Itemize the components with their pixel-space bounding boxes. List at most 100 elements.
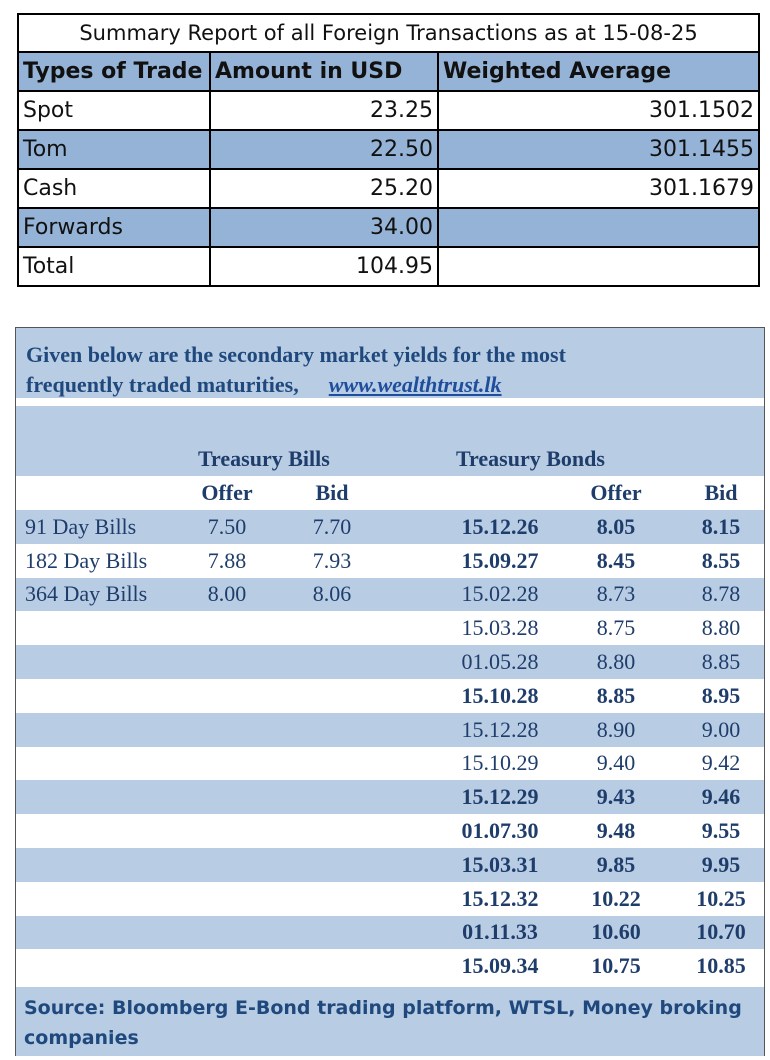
bond-offer: 8.90 xyxy=(596,716,636,742)
fx-summary-table: Summary Report of all Foreign Transactio… xyxy=(16,13,761,287)
bond-maturity: 15.12.32 xyxy=(461,885,539,911)
bond-offer: 9.85 xyxy=(596,851,636,877)
treasury-bonds-title: Treasury Bonds xyxy=(456,446,605,471)
wealthtrust-link[interactable]: www.wealthtrust.lk xyxy=(328,372,502,397)
fx-header-amount: Amount in USD xyxy=(209,51,439,92)
bill-offer: 8.00 xyxy=(207,581,247,607)
amount-usd: 23.25 xyxy=(209,90,439,131)
trade-type: Cash xyxy=(17,168,211,209)
bond-offer: 8.85 xyxy=(596,682,636,708)
bond-maturity: 15.03.31 xyxy=(461,851,539,877)
bond-offer: 10.75 xyxy=(591,953,641,979)
section-title-row: Treasury Bills Treasury Bonds xyxy=(16,442,764,476)
table-row: Tom 22.50 301.1455 xyxy=(17,129,761,170)
column-header-row: Offer Bid Offer Bid xyxy=(16,476,764,510)
bill-bid: 7.70 xyxy=(312,513,352,539)
bond-bid: 10.70 xyxy=(696,919,746,945)
table-row: 01.05.28 8.80 8.85 xyxy=(16,645,764,679)
bond-maturity: 15.02.28 xyxy=(461,581,539,607)
amount-usd: 22.50 xyxy=(209,129,439,170)
amount-usd: 104.95 xyxy=(209,246,439,287)
table-row: 15.10.29 9.40 9.42 xyxy=(16,747,764,781)
bond-bid: 8.15 xyxy=(701,513,741,539)
table-row: 01.07.30 9.48 9.55 xyxy=(16,814,764,848)
fx-header-weighted-avg: Weighted Average xyxy=(436,51,761,92)
bills-offer-header: Offer xyxy=(201,480,253,505)
bond-maturity: 01.05.28 xyxy=(461,649,539,675)
bond-offer: 8.45 xyxy=(596,547,636,573)
bill-offer: 7.88 xyxy=(207,547,247,573)
bond-bid: 10.85 xyxy=(696,953,746,979)
bond-bid: 9.46 xyxy=(701,784,741,810)
bill-label: 182 Day Bills xyxy=(25,547,148,573)
bond-offer: 8.73 xyxy=(596,581,636,607)
bond-offer: 9.40 xyxy=(596,750,636,776)
bond-bid: 8.80 xyxy=(701,615,741,641)
bills-bid-header: Bid xyxy=(315,480,349,505)
weighted-average: 301.1679 xyxy=(436,168,761,209)
trade-type: Spot xyxy=(17,90,211,131)
table-row: Spot 23.25 301.1502 xyxy=(17,90,761,131)
table-row: 15.10.28 8.85 8.95 xyxy=(16,679,764,713)
trade-type: Total xyxy=(17,246,211,287)
amount-usd: 34.00 xyxy=(209,207,439,248)
weighted-average: 301.1502 xyxy=(436,90,761,131)
bond-offer: 9.43 xyxy=(596,784,636,810)
bond-maturity: 15.12.26 xyxy=(461,513,539,539)
table-row: 15.12.29 9.43 9.46 xyxy=(16,780,764,815)
fx-header-row: Types of Trade Amount in USD Weighted Av… xyxy=(17,51,761,92)
bond-bid: 8.85 xyxy=(701,649,741,675)
table-row: 15.12.28 8.90 9.00 xyxy=(16,712,764,747)
bond-maturity: 15.12.29 xyxy=(461,784,539,810)
table-row: 364 Day Bills 8.00 8.06 15.02.28 8.73 8.78 xyxy=(16,577,764,612)
bond-maturity: 01.11.33 xyxy=(462,919,538,945)
bonds-offer-header: Offer xyxy=(590,480,642,505)
bond-bid: 9.42 xyxy=(701,750,741,776)
bond-maturity: 15.10.29 xyxy=(461,750,539,776)
bill-label: 91 Day Bills xyxy=(25,513,137,539)
bond-maturity: 15.09.27 xyxy=(461,547,539,573)
trade-type: Forwards xyxy=(17,207,211,248)
weighted-average: 301.1455 xyxy=(436,129,761,170)
bonds-bid-header: Bid xyxy=(704,480,738,505)
trade-type: Tom xyxy=(17,129,211,170)
weighted-average xyxy=(436,246,761,287)
amount-usd: 25.20 xyxy=(209,168,439,209)
yields-panel: Given below are the secondary market yie… xyxy=(15,327,765,1056)
bill-bid: 8.06 xyxy=(312,581,352,607)
bond-maturity: 15.03.28 xyxy=(461,615,539,641)
bill-offer: 7.50 xyxy=(207,513,247,539)
bond-maturity: 01.07.30 xyxy=(461,818,539,844)
bond-maturity: 15.12.28 xyxy=(461,716,539,742)
bond-bid: 9.95 xyxy=(701,851,741,877)
bill-label: 364 Day Bills xyxy=(25,581,148,607)
table-row: Cash 25.20 301.1679 xyxy=(17,168,761,209)
blank-band xyxy=(16,406,764,442)
table-row: 01.11.33 10.60 10.70 xyxy=(16,915,764,950)
table-row: Forwards 34.00 xyxy=(17,207,761,248)
table-row: 15.12.32 10.22 10.25 xyxy=(16,882,764,916)
bond-offer: 8.80 xyxy=(596,649,636,675)
treasury-bills-title: Treasury Bills xyxy=(198,446,330,471)
bill-bid: 7.93 xyxy=(312,547,352,573)
table-row: 15.09.34 10.75 10.85 xyxy=(16,949,764,983)
fx-title-row: Summary Report of all Foreign Transactio… xyxy=(16,13,761,53)
bond-maturity: 15.09.34 xyxy=(461,953,539,979)
source-note: Source: Bloomberg E-Bond trading platfor… xyxy=(16,987,764,1056)
bond-maturity: 15.10.28 xyxy=(461,682,539,708)
bond-bid: 8.78 xyxy=(701,581,741,607)
spacer-row xyxy=(16,398,764,406)
bond-bid: 9.00 xyxy=(701,716,741,742)
bond-bid: 8.95 xyxy=(701,682,741,708)
table-row: Total 104.95 xyxy=(17,246,761,287)
bond-bid: 8.55 xyxy=(701,547,741,573)
fx-title: Summary Report of all Foreign Transactio… xyxy=(16,13,761,53)
table-row: 15.03.31 9.85 9.95 xyxy=(16,848,764,882)
table-row: 15.03.28 8.75 8.80 xyxy=(16,611,764,645)
bond-offer: 8.75 xyxy=(596,615,636,641)
bond-offer: 10.22 xyxy=(591,885,641,911)
table-row: 182 Day Bills 7.88 7.93 15.09.27 8.45 8.55 xyxy=(16,544,764,578)
table-row: 91 Day Bills 7.50 7.70 15.12.26 8.05 8.15 xyxy=(16,510,764,544)
bond-offer: 8.05 xyxy=(596,513,636,539)
bond-bid: 10.25 xyxy=(696,885,746,911)
